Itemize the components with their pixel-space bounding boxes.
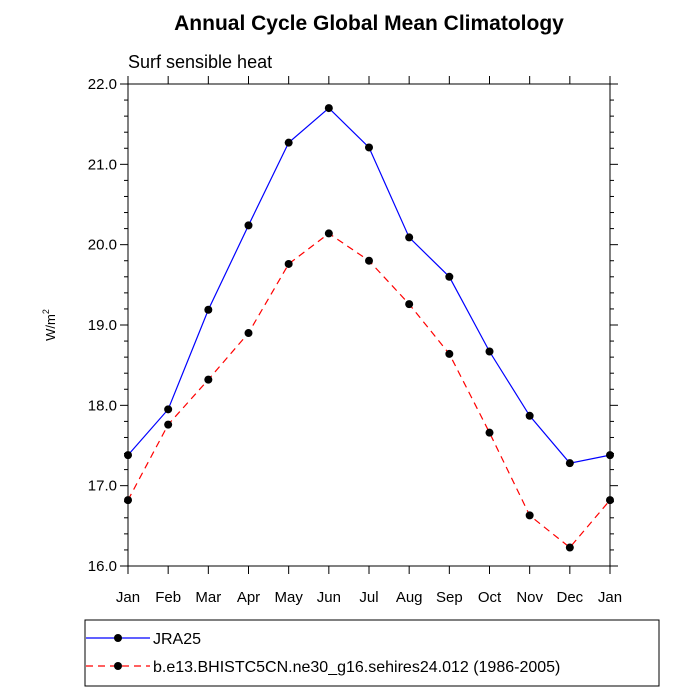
series-0-point [606, 451, 614, 460]
series-line-0 [127, 107, 611, 464]
y-tick-label: 22.0 [88, 76, 117, 93]
x-tick-label: Nov [516, 589, 543, 606]
legend-label-1: b.e13.BHISTC5CN.ne30_g16.sehires24.012 (… [153, 659, 560, 676]
legend-box [84, 619, 660, 687]
series-0-point [284, 138, 293, 147]
x-tick-label: Apr [237, 589, 260, 606]
y-axis-label-base: W/m [43, 314, 58, 341]
series-1-point [124, 496, 132, 505]
series-0-point [365, 143, 373, 152]
chart-subtitle: Surf sensible heat [128, 52, 272, 72]
series-1-point [565, 543, 574, 552]
series-0-point [324, 104, 333, 113]
y-tick-label: 20.0 [88, 237, 117, 254]
series-0-point [405, 233, 414, 242]
series-1-point [324, 229, 333, 238]
series-1-point [405, 300, 414, 309]
series-1-point [284, 259, 293, 268]
y-axis-label-superscript: 2 [41, 309, 51, 314]
x-tick-label: Feb [155, 589, 181, 606]
plot-area: 16.0 17.0 18.0 19.0 20.0 21.0 22.0 Jan Feb Mar Apr… [88, 76, 622, 606]
x-tick-label: Sep [436, 589, 463, 606]
x-tick-label: Jun [317, 589, 341, 606]
y-tick-label: 18.0 [88, 397, 117, 414]
series-0-point [565, 459, 574, 468]
series-0-point [445, 272, 454, 281]
series-0-point [124, 451, 132, 460]
series-1-point [244, 329, 253, 338]
series-0-point [525, 411, 534, 420]
y-axis-label: W/m2 [41, 309, 58, 341]
series-1-point [204, 375, 213, 384]
legend: JRA25 b.e13.BHISTC5CN.ne30_g16.sehires24.… [86, 631, 560, 676]
y-tick-label: 21.0 [88, 156, 117, 173]
series-0-point [485, 347, 494, 356]
plot-frame [127, 83, 611, 567]
series-1-point [525, 511, 534, 520]
series-0-point [244, 221, 253, 230]
series-0-point [164, 405, 173, 414]
legend-marker-1 [114, 662, 122, 670]
series-1-point [445, 349, 454, 358]
series-line-1 [127, 232, 611, 549]
x-tick-label: Oct [478, 589, 502, 606]
y-tick-label: 16.0 [88, 558, 117, 575]
x-tick-label: Jul [359, 589, 378, 606]
x-tick-label: Aug [396, 589, 423, 606]
x-tick-label: Dec [556, 589, 583, 606]
y-tick-label: 19.0 [88, 317, 117, 334]
series-1-point [606, 496, 614, 505]
x-tick-label: May [274, 589, 303, 606]
series-0-point [204, 305, 213, 314]
series-1-point [365, 256, 373, 265]
x-tick-label: Mar [195, 589, 221, 606]
legend-marker-0 [114, 634, 122, 642]
legend-label-0: JRA25 [153, 631, 201, 648]
series-1-point [164, 420, 173, 429]
chart-title: Annual Cycle Global Mean Climatology [174, 12, 564, 35]
series-1-point [485, 428, 494, 437]
x-tick-label: Jan [598, 589, 622, 606]
x-tick-label: Jan [116, 589, 140, 606]
y-tick-label: 17.0 [88, 478, 117, 495]
